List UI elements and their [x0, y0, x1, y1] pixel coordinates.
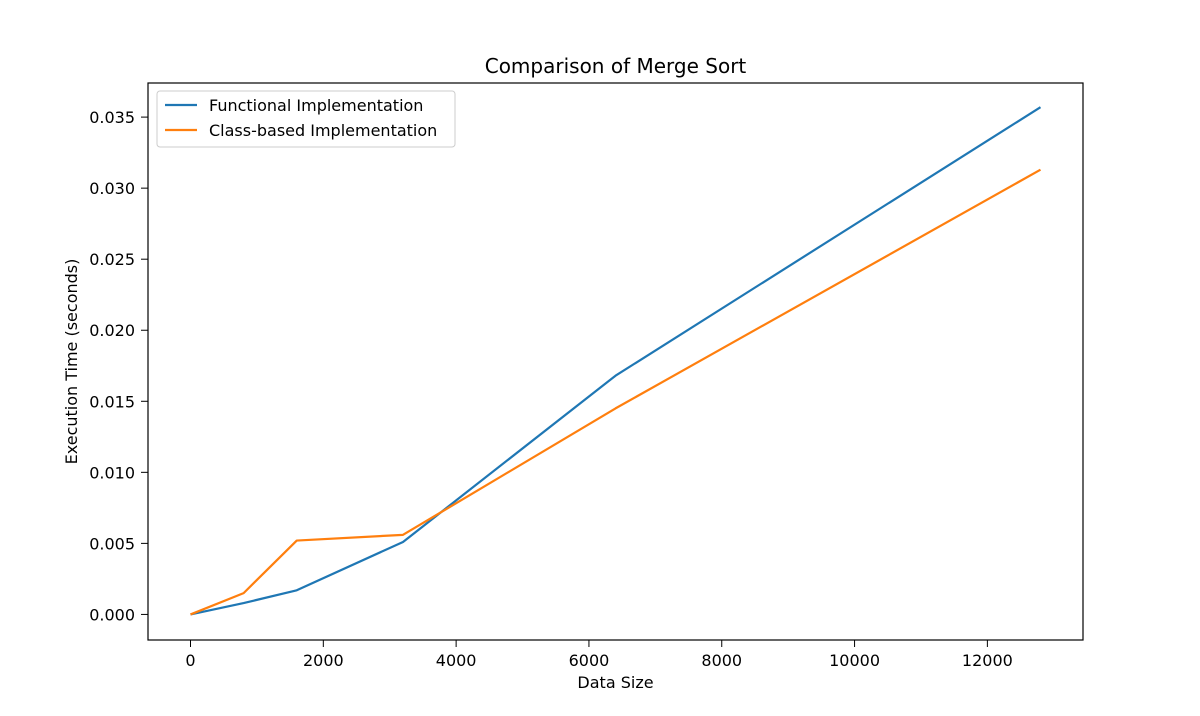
- series-line-2: [190, 168, 1042, 616]
- plot-area-frame: [147, 82, 1084, 641]
- x-tick-label: 6000: [569, 651, 610, 670]
- x-tick-label: 4000: [436, 651, 477, 670]
- y-tick-label: 0.035: [89, 108, 135, 127]
- y-tick-label: 0.020: [89, 321, 135, 340]
- y-tick-label: 0.015: [89, 392, 135, 411]
- x-tick-label: 12000: [962, 651, 1013, 670]
- y-tick-label: 0.025: [89, 250, 135, 269]
- legend-label: Class-based Implementation: [209, 121, 437, 140]
- y-tick-label: 0.005: [89, 534, 135, 553]
- x-tick-label: 10000: [829, 651, 880, 670]
- x-axis-label: Data Size: [577, 673, 653, 692]
- legend-box: [156, 90, 456, 148]
- x-tick-label: 8000: [701, 651, 742, 670]
- y-tick-label: 0.010: [89, 463, 135, 482]
- y-tick-label: 0.000: [89, 605, 135, 624]
- x-tick-label: 2000: [303, 651, 344, 670]
- legend-label: Functional Implementation: [209, 96, 423, 115]
- legend: Functional Implementation Class-based Imp…: [156, 90, 456, 148]
- y-axis-label: Execution Time (seconds): [62, 259, 81, 465]
- series-lines: [190, 106, 1042, 616]
- y-tick-label: 0.030: [89, 179, 135, 198]
- series-line-1: [190, 106, 1042, 616]
- x-tick-label: 0: [185, 651, 195, 670]
- axis-ticks: 0 2000 4000 6000 8000 10000 12000 0.000 0.005 0.0…: [89, 108, 1013, 670]
- chart-title: Comparison of Merge Sort: [485, 54, 747, 78]
